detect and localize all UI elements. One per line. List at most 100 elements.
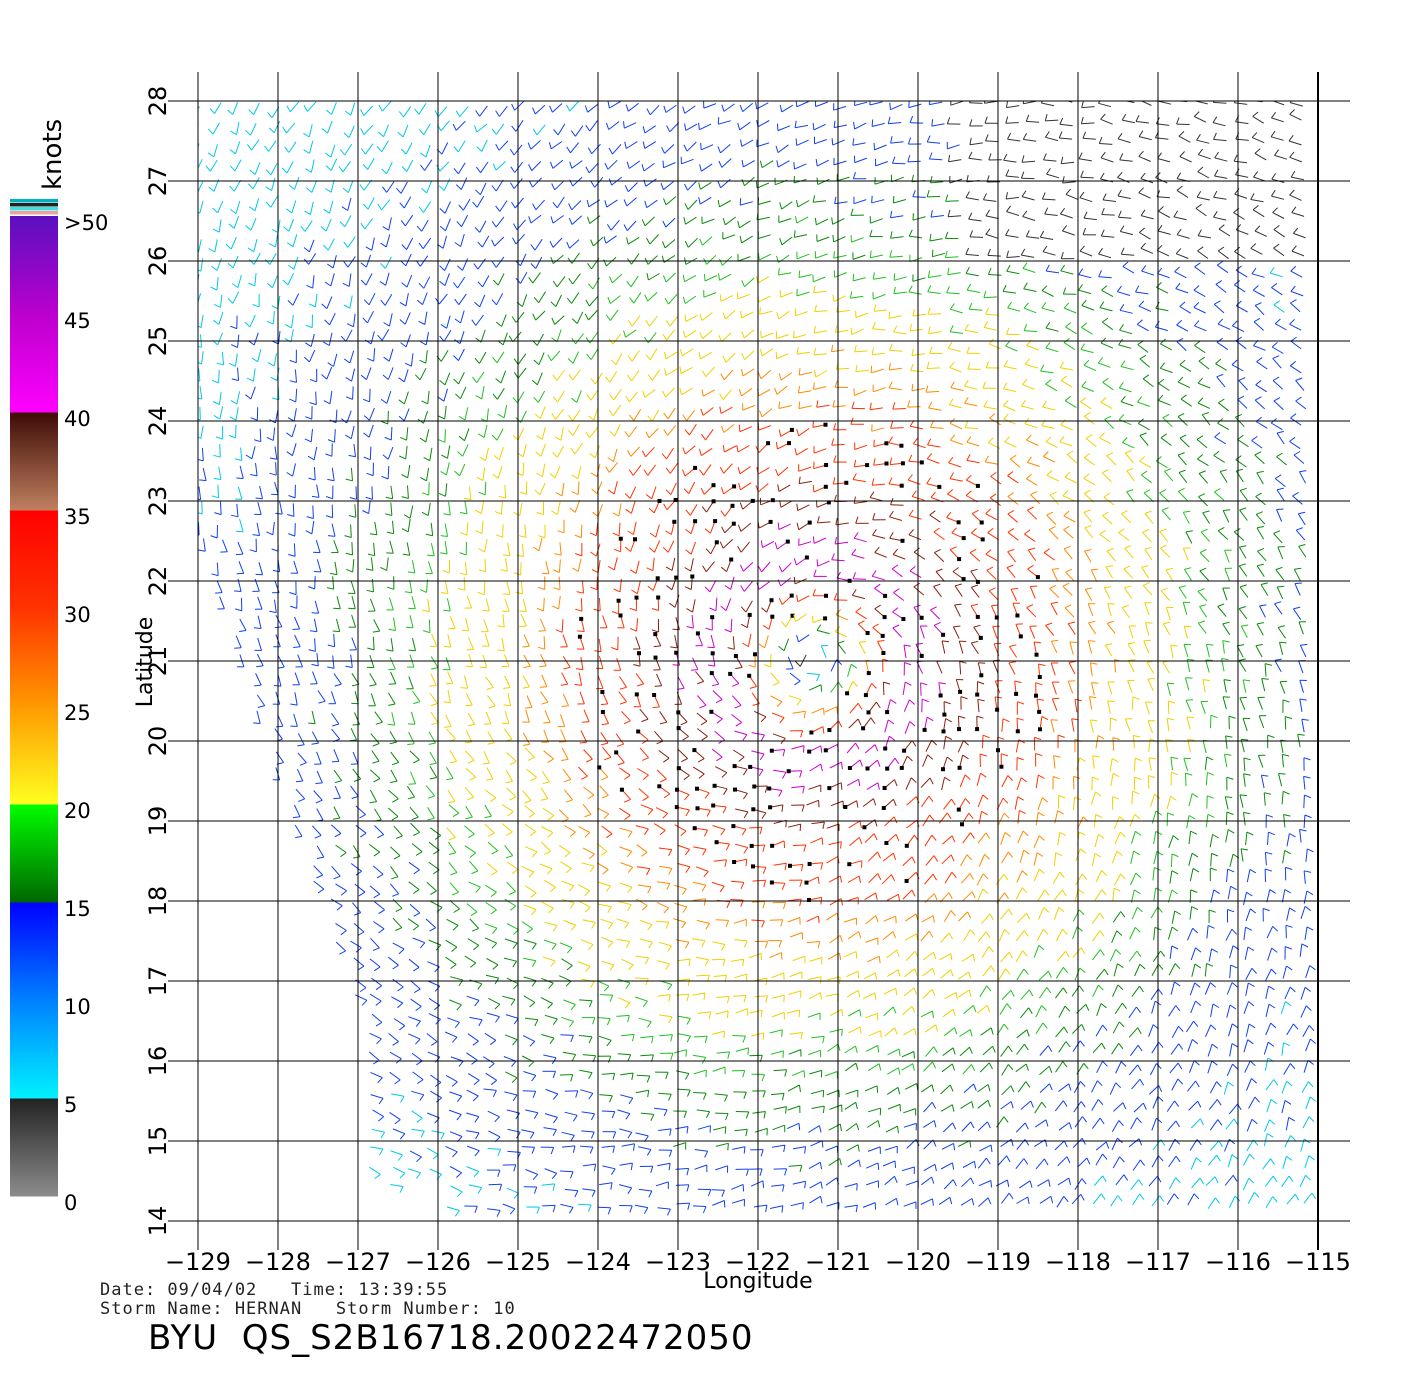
wind-barb-feather — [495, 321, 502, 327]
wind-barb — [259, 428, 262, 442]
wind-barb — [409, 750, 420, 761]
wind-barb-feather — [1121, 510, 1128, 515]
wind-barb-feather — [603, 236, 607, 244]
wind-barb-feather — [908, 285, 913, 293]
wind-barb-feather — [212, 228, 220, 233]
wind-barb — [1303, 795, 1305, 809]
wind-barb-feather — [344, 110, 352, 116]
wind-barb-feather — [1107, 700, 1115, 703]
wind-barb-feather — [421, 511, 429, 517]
wind-barb-feather — [727, 647, 735, 650]
wind-barb — [1144, 548, 1153, 561]
wind-barb — [665, 351, 678, 360]
wind-barb — [342, 161, 352, 173]
wind-barb-feather — [377, 834, 384, 839]
rain-flag-marker — [956, 807, 961, 812]
colorbar-unit-label: knots — [38, 119, 68, 190]
wind-barb-feather — [1178, 469, 1186, 473]
wind-barb-feather — [1037, 812, 1045, 817]
wind-barb-feather — [1132, 790, 1140, 795]
wind-barb — [538, 537, 543, 551]
wind-barb-feather — [1178, 585, 1187, 588]
wind-barb-feather — [1236, 468, 1244, 472]
wind-barb-feather — [431, 722, 439, 726]
wind-barb — [314, 576, 316, 590]
wind-barb-feather — [343, 261, 349, 268]
wind-barb-feather — [945, 718, 953, 723]
wind-barb-feather — [888, 436, 893, 443]
wind-barb — [524, 823, 537, 833]
wind-barb-feather — [990, 493, 997, 499]
wind-barb — [316, 845, 325, 858]
wind-barb — [893, 199, 907, 204]
wind-barb-feather — [256, 665, 264, 668]
wind-barb — [536, 372, 543, 385]
wind-barb-feather — [629, 607, 637, 612]
rain-flag-marker — [770, 614, 775, 619]
wind-barb — [1255, 645, 1263, 658]
wind-barb-feather — [624, 185, 629, 192]
wind-barb-feather — [512, 237, 517, 245]
wind-barb — [408, 676, 414, 689]
wind-barb — [1289, 156, 1302, 163]
wind-barb — [1139, 232, 1151, 240]
wind-barb — [833, 482, 847, 485]
wind-barb-feather — [403, 514, 411, 519]
wind-barb — [426, 180, 433, 194]
rain-flag-marker — [692, 826, 697, 831]
wind-barb-feather — [542, 781, 550, 785]
wind-barb-feather — [565, 868, 572, 874]
wind-barb-feather — [903, 644, 911, 647]
wind-barb-feather — [705, 627, 713, 631]
wind-barb — [292, 463, 296, 477]
wind-barb — [1295, 400, 1307, 410]
wind-barb-feather — [684, 314, 687, 322]
wind-barb — [1081, 326, 1093, 335]
wind-barb-feather — [1121, 113, 1127, 121]
wind-barb — [690, 558, 694, 572]
wind-barb-feather — [831, 553, 835, 560]
wind-barb — [429, 766, 438, 778]
wind-barb — [290, 329, 294, 343]
wind-barb-feather — [305, 530, 313, 535]
rain-flag-marker — [1014, 691, 1019, 696]
wind-barb — [945, 256, 959, 259]
wind-barb — [1299, 698, 1303, 712]
wind-barb — [836, 577, 850, 582]
wind-barb-feather — [971, 640, 979, 644]
wind-barb — [752, 865, 766, 868]
wind-barb-feather — [1117, 171, 1123, 178]
wind-barb — [1132, 735, 1135, 749]
wind-barb — [1202, 740, 1207, 754]
wind-barb-feather — [859, 759, 863, 767]
wind-barb-feather — [324, 281, 332, 287]
wind-barb — [798, 274, 812, 278]
wind-barb — [722, 539, 734, 549]
wind-barb-feather — [781, 804, 784, 812]
wind-barb — [364, 143, 374, 155]
wind-barb — [871, 352, 885, 356]
wind-barb-feather — [249, 258, 255, 265]
wind-barb — [1022, 267, 1036, 273]
wind-barb-feather — [1144, 546, 1152, 550]
wind-barb-feather — [486, 686, 494, 690]
wind-barb — [1131, 696, 1134, 710]
wind-barb-feather — [332, 817, 340, 820]
wind-barb-feather — [577, 630, 585, 632]
wind-barb — [393, 617, 396, 631]
wind-barb — [922, 754, 929, 767]
wind-barb — [949, 367, 962, 373]
wind-barb — [637, 884, 651, 888]
wind-barb — [1143, 492, 1155, 503]
wind-barb — [1126, 470, 1135, 482]
wind-barb — [713, 805, 727, 808]
wind-barb — [1222, 640, 1225, 654]
wind-barb — [1084, 589, 1093, 601]
wind-barb-feather — [531, 379, 538, 386]
wind-barb — [1177, 381, 1191, 389]
wind-barb — [1252, 115, 1264, 124]
wind-barb — [235, 141, 241, 154]
wind-barb-feather — [429, 685, 437, 687]
wind-barb — [1007, 531, 1019, 541]
wind-barb — [1187, 739, 1191, 753]
